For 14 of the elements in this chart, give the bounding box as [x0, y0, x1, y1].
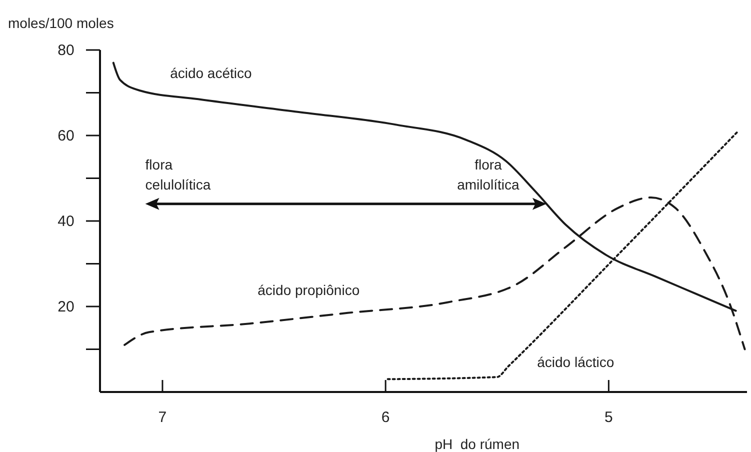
- y-tick-label: 20: [58, 298, 74, 316]
- y-axis-title: moles/100 moles: [8, 15, 114, 31]
- x-tick-label: 7: [158, 409, 167, 426]
- annotation: flora celulolítica: [145, 156, 211, 193]
- series-label: ácido acético: [170, 64, 252, 81]
- annotation: flora amilolítica: [457, 156, 520, 193]
- series-label: ácido propiônico: [258, 282, 360, 298]
- y-tick-label: 40: [58, 213, 74, 230]
- y-tick-label: 60: [58, 128, 74, 144]
- y-tick-label: 80: [58, 42, 74, 59]
- x-axis-title: pH do rúmen: [434, 436, 520, 452]
- x-tick-label: 6: [381, 409, 390, 426]
- series-label: ácido láctico: [537, 354, 614, 370]
- x-tick-label: 5: [604, 409, 613, 426]
